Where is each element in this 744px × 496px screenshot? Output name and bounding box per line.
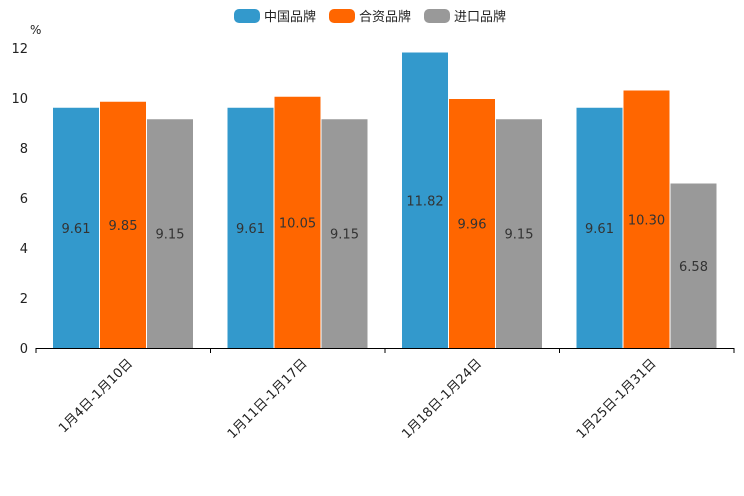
legend-swatch [424,9,450,23]
data-label: 11.82 [406,194,443,209]
legend-swatch [329,9,355,23]
bar [402,52,448,348]
data-label: 10.30 [628,213,665,228]
data-label: 9.61 [62,222,91,237]
bar [670,183,717,348]
legend-swatch [234,9,260,23]
bar [623,90,670,348]
data-label: 9.96 [458,218,487,233]
y-tick-label: 12 [11,42,28,57]
data-label: 6.58 [679,260,708,275]
legend-label: 中国品牌 [264,9,316,25]
bars [53,52,717,348]
x-tick-label: 1月18日-1月24日 [399,356,485,442]
data-label: 9.61 [236,222,265,237]
data-label: 9.61 [585,222,614,237]
legend-label: 合资品牌 [359,9,411,25]
bar [147,119,193,348]
y-tick-label: 10 [11,92,28,107]
y-tick-label: 0 [20,342,28,357]
bar [274,96,321,348]
x-tick-label: 1月25日-1月31日 [574,356,660,442]
data-label: 9.15 [330,228,359,243]
x-axis: 1月4日-1月10日 1月11日-1月17日 1月18日-1月24日 1月25日-1月… [35,348,735,442]
data-labels: 9.61 9.85 9.15 9.61 10.05 9.15 11.82 9.96 9.15 9.… [62,194,708,275]
y-axis-unit-label: % [30,23,41,37]
bar [576,107,623,348]
data-label: 9.85 [109,219,138,234]
bar [227,107,274,348]
data-label: 9.15 [505,228,534,243]
data-label: 10.05 [279,216,316,231]
bar [53,107,99,348]
y-tick-label: 4 [20,242,28,257]
y-tick-label: 8 [20,142,28,157]
bar [496,119,542,348]
y-axis: 0 2 4 6 8 10 12 [11,42,28,357]
legend-label: 进口品牌 [454,9,506,25]
data-label: 9.15 [156,228,185,243]
x-tick-label: 1月4日-1月10日 [56,356,136,436]
bar [100,101,146,348]
x-tick-label: 1月11日-1月17日 [225,356,311,442]
y-tick-label: 2 [20,292,28,307]
y-tick-label: 6 [20,192,28,207]
bar [449,99,495,348]
bar [321,119,368,348]
legend: 中国品牌 合资品牌 进口品牌 [234,9,506,25]
